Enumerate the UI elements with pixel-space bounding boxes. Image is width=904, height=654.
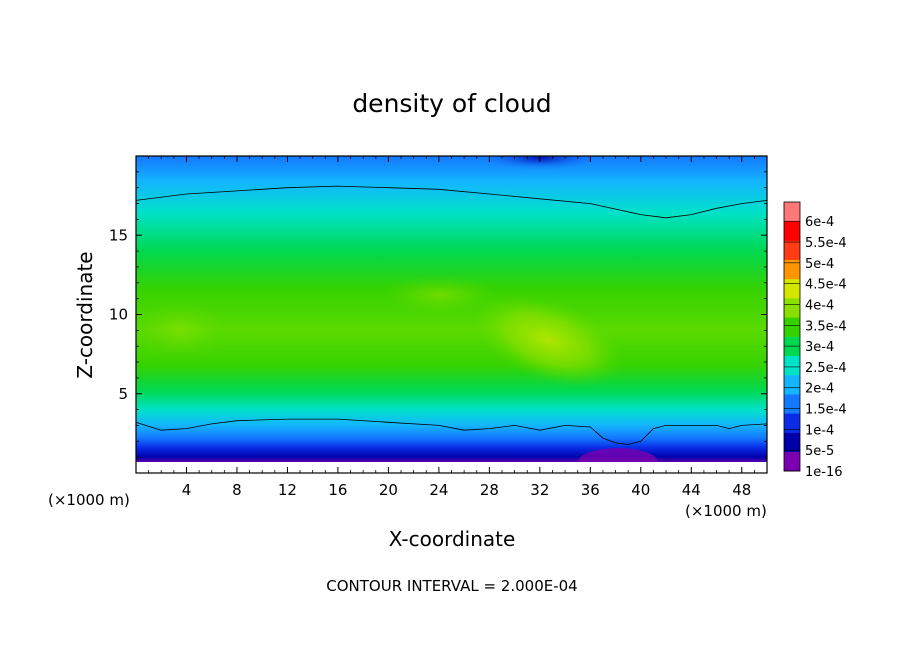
x-axis-ticks: 4 8 12 16 20 24 28 32 36 40 44 48 xyxy=(148,156,755,499)
y-tick-label: 10 xyxy=(109,306,128,324)
colorbar-swatch xyxy=(784,451,800,472)
x-tick-label: 16 xyxy=(328,481,347,499)
x-tick-label: 12 xyxy=(278,481,297,499)
colorbar-label: 2e-4 xyxy=(805,382,834,397)
y-tick-label: 5 xyxy=(118,385,128,403)
colorbar-label: 4e-4 xyxy=(805,298,834,313)
x-tick-label: 44 xyxy=(682,481,701,499)
colorbar-swatch xyxy=(784,278,800,299)
colorbar-label: 1e-16 xyxy=(805,465,843,480)
colorbar-swatch xyxy=(784,202,800,222)
colorbar-swatch xyxy=(784,317,800,337)
x-unit-right: (×1000 m) xyxy=(685,502,767,520)
x-tick-label: 32 xyxy=(530,481,549,499)
colorbar-swatch xyxy=(784,298,800,318)
y-axis-ticks: 5 10 15 xyxy=(109,171,767,458)
x-tick-label: 8 xyxy=(232,481,242,499)
colorbar: 1e-16 5e-5 1e-4 1.5e-4 2e-4 2.5e-4 3e-4 3.5e-4 4… xyxy=(783,201,847,480)
y-axis-label: Z-coordinate xyxy=(73,251,97,378)
colorbar-swatch xyxy=(784,394,800,414)
x-unit-left: (×1000 m) xyxy=(48,491,130,509)
x-tick-label: 24 xyxy=(429,481,448,499)
colorbar-swatch xyxy=(784,259,800,280)
colorbar-label: 5e-4 xyxy=(805,257,834,272)
field-peak xyxy=(471,293,625,387)
colorbar-label: 3.5e-4 xyxy=(805,319,847,334)
contour-interval-note: CONTOUR INTERVAL = 2.000E-04 xyxy=(326,577,577,595)
field-top-dip xyxy=(480,156,600,170)
colorbar-label: 1.5e-4 xyxy=(805,403,847,418)
colorbar-label: 3e-4 xyxy=(805,340,834,355)
x-tick-label: 48 xyxy=(732,481,751,499)
colorbar-label: 2.5e-4 xyxy=(805,361,847,376)
colorbar-swatch xyxy=(784,413,800,433)
colorbar-label: 5.5e-4 xyxy=(805,236,847,251)
x-axis-label: X-coordinate xyxy=(389,527,516,551)
contour-upper xyxy=(136,185,767,219)
colorbar-swatch xyxy=(784,221,800,241)
colorbar-swatch xyxy=(784,374,800,395)
x-tick-label: 20 xyxy=(379,481,398,499)
colorbar-swatch xyxy=(784,240,800,260)
y-tick-label: 15 xyxy=(109,226,128,244)
field-blob-mid xyxy=(380,275,500,315)
field-ground xyxy=(136,462,767,473)
colorbar-label: 1e-4 xyxy=(805,423,834,438)
colorbar-label: 4.5e-4 xyxy=(805,278,847,293)
colorbar-label: 5e-5 xyxy=(805,444,834,459)
field xyxy=(136,156,767,473)
x-tick-label: 36 xyxy=(581,481,600,499)
x-tick-label: 4 xyxy=(182,481,192,499)
field-blob-left xyxy=(136,300,230,360)
colorbar-swatch xyxy=(784,355,800,376)
x-tick-label: 28 xyxy=(480,481,499,499)
chart-title: density of cloud xyxy=(352,89,551,118)
x-tick-label: 40 xyxy=(631,481,650,499)
colorbar-label: 6e-4 xyxy=(805,215,834,230)
contour-lower xyxy=(136,418,767,445)
colorbar-swatch xyxy=(784,432,800,453)
